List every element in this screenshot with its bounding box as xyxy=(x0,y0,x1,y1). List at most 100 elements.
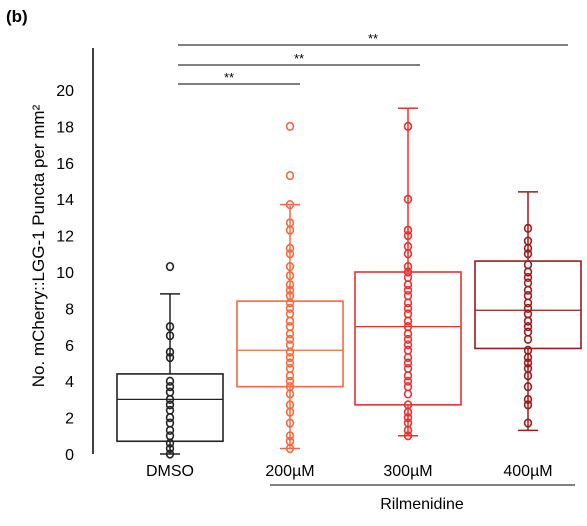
data-point xyxy=(523,260,533,270)
data-point xyxy=(285,376,295,386)
data-point xyxy=(285,200,295,210)
box-DMSO xyxy=(116,261,224,459)
data-point xyxy=(165,405,175,415)
data-point xyxy=(285,334,295,344)
data-point xyxy=(285,340,295,350)
boxes xyxy=(116,107,582,459)
data-point xyxy=(285,271,295,281)
data-point xyxy=(285,371,295,381)
x-tick-label: DMSO xyxy=(146,463,194,480)
data-point xyxy=(285,280,295,290)
data-point xyxy=(285,389,295,399)
data-point xyxy=(403,371,413,381)
box-400µM xyxy=(474,191,582,432)
data-point xyxy=(403,291,413,301)
data-point xyxy=(285,249,295,259)
data-point xyxy=(523,371,533,381)
data-point xyxy=(523,316,533,326)
data-point xyxy=(403,334,413,344)
data-point xyxy=(285,431,295,441)
data-point xyxy=(285,303,295,314)
data-point xyxy=(523,267,533,277)
data-point xyxy=(403,389,413,399)
data-point xyxy=(165,418,175,428)
y-tick-labels: 0 2 4 6 8 10 12 14 16 18 20 xyxy=(56,83,74,464)
data-point xyxy=(403,298,413,308)
data-point xyxy=(523,382,533,392)
data-point xyxy=(403,285,413,295)
data-point xyxy=(285,329,295,339)
data-point xyxy=(403,413,413,423)
data-point xyxy=(403,352,413,363)
data-point xyxy=(403,303,413,314)
data-point xyxy=(165,438,175,448)
data-point xyxy=(403,431,413,441)
panel-label: (b) xyxy=(6,7,28,26)
data-point xyxy=(403,225,413,235)
data-point xyxy=(403,272,413,283)
data-point xyxy=(165,382,175,392)
y-tick-label: 2 xyxy=(65,411,74,428)
data-point xyxy=(403,280,413,290)
data-point xyxy=(285,170,295,181)
data-point xyxy=(285,443,295,454)
data-point xyxy=(285,225,295,235)
y-axis-label: No. mCherry::LGG-1 Puncta per mm² xyxy=(29,104,48,387)
data-point xyxy=(523,223,533,233)
data-point xyxy=(165,331,175,341)
y-tick-label: 14 xyxy=(56,192,74,209)
data-point xyxy=(165,376,175,386)
data-point xyxy=(285,363,295,374)
data-point xyxy=(523,303,533,314)
data-point xyxy=(285,261,295,272)
data-point xyxy=(523,291,533,301)
y-tick-label: 20 xyxy=(56,83,74,100)
data-point xyxy=(285,352,295,363)
data-point xyxy=(523,249,533,259)
y-tick-label: 18 xyxy=(56,119,74,136)
data-point xyxy=(165,394,175,405)
data-point xyxy=(403,309,413,319)
data-point xyxy=(523,278,533,288)
data-point xyxy=(403,358,413,368)
data-point xyxy=(523,272,533,283)
data-point xyxy=(523,322,533,332)
x-tick-label: 200µM xyxy=(265,463,314,480)
data-point xyxy=(285,121,295,131)
data-point xyxy=(165,352,175,363)
data-point xyxy=(403,267,413,277)
y-tick-label: 16 xyxy=(56,156,74,173)
data-point xyxy=(403,249,413,259)
data-point xyxy=(523,418,533,428)
data-point xyxy=(285,285,295,295)
y-tick-label: 12 xyxy=(56,229,74,246)
data-point xyxy=(403,345,413,355)
data-point xyxy=(165,261,175,272)
data-point xyxy=(403,340,413,350)
data-point xyxy=(403,407,413,417)
data-point xyxy=(523,309,533,319)
box-300µM xyxy=(354,107,462,441)
data-point xyxy=(403,261,413,272)
data-point xyxy=(165,425,175,435)
data-point xyxy=(165,347,175,357)
data-point xyxy=(403,194,413,204)
significance-label: ** xyxy=(224,70,234,85)
box-200µM xyxy=(236,121,344,454)
data-point xyxy=(523,285,533,295)
data-point xyxy=(165,431,175,441)
data-point xyxy=(165,322,175,332)
y-tick-label: 4 xyxy=(65,374,74,391)
data-point xyxy=(285,407,295,417)
data-point xyxy=(403,121,413,131)
data-point xyxy=(403,329,413,339)
x-tick-label: 400µM xyxy=(503,463,552,480)
data-point xyxy=(285,298,295,308)
data-point xyxy=(285,347,295,357)
data-point xyxy=(165,449,175,459)
significance-label: ** xyxy=(368,31,378,46)
data-point xyxy=(403,231,413,241)
data-point xyxy=(523,394,533,405)
